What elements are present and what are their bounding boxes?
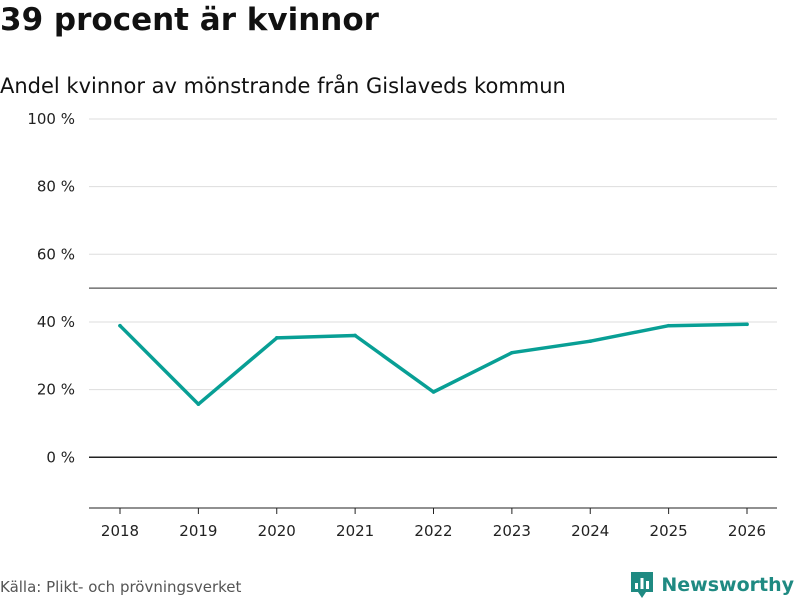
y-axis-ticks: 0 % 20 % 40 % 60 % 80 % 100 % (27, 110, 75, 466)
x-tick-label: 2024 (571, 522, 609, 540)
x-tick-label: 2025 (650, 522, 688, 540)
x-tick-label: 2021 (336, 522, 374, 540)
x-tick-label: 2023 (493, 522, 531, 540)
data-point[interactable] (353, 333, 357, 338)
chart-subtitle: Andel kvinnor av mönstrande från Gislave… (0, 74, 566, 98)
x-tick-label: 2020 (258, 522, 296, 540)
x-axis-ticks: 2018 2019 2020 2021 2022 2023 2024 2025 2026 (101, 508, 766, 540)
brand-name: Newsworthy (661, 574, 794, 596)
y-tick-label: 100 % (27, 110, 75, 128)
x-tick-label: 2026 (728, 522, 766, 540)
data-point[interactable] (510, 350, 514, 355)
data-point[interactable] (274, 336, 279, 340)
data-point[interactable] (666, 323, 671, 328)
data-point[interactable] (431, 390, 436, 394)
x-tick-label: 2019 (179, 522, 217, 540)
chart-title: 39 procent är kvinnor (0, 2, 379, 38)
gridlines (89, 118, 777, 509)
data-point[interactable] (196, 402, 201, 406)
brand-logo[interactable]: Newsworthy (629, 570, 794, 600)
x-tick-label: 2018 (101, 522, 139, 540)
y-tick-label: 60 % (37, 245, 75, 263)
series-layer (118, 322, 749, 406)
y-tick-label: 20 % (37, 381, 75, 399)
y-tick-label: 80 % (37, 178, 75, 196)
source-note: Källa: Plikt- och prövningsverket (0, 578, 242, 596)
data-point[interactable] (588, 339, 593, 344)
newsworthy-logo-icon (631, 572, 654, 598)
data-point[interactable] (118, 323, 122, 328)
y-tick-label: 40 % (37, 313, 75, 331)
x-tick-label: 2022 (414, 522, 452, 540)
data-point[interactable] (745, 322, 749, 327)
y-tick-label: 0 % (46, 448, 75, 466)
